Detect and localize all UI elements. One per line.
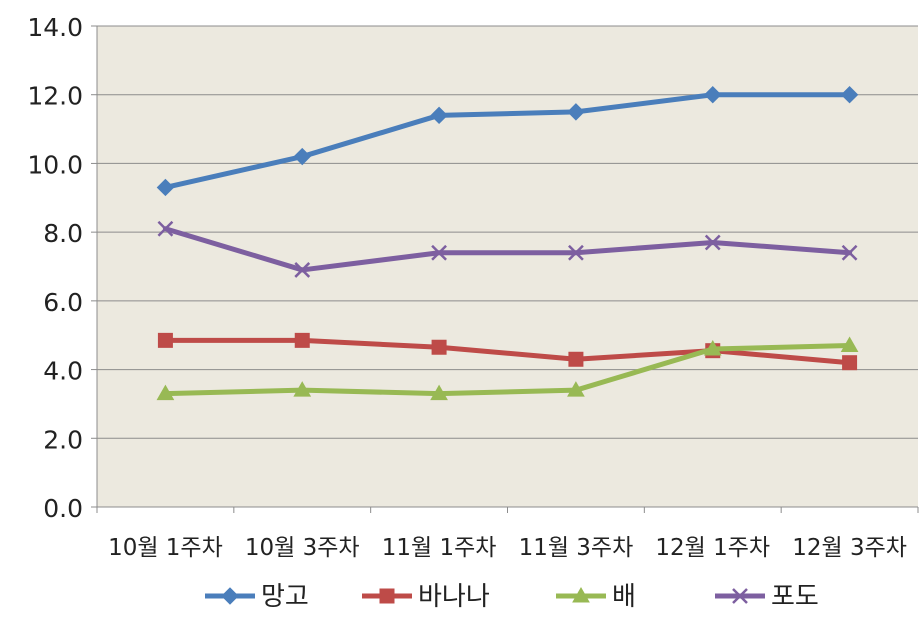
data-point: [840, 336, 859, 353]
data-point: [156, 384, 175, 401]
x-tick-label: 12월 3주차: [792, 535, 907, 561]
legend-marker: [221, 587, 239, 605]
x-tick-label: 11월 1주차: [382, 535, 497, 561]
legend-label: 포도: [771, 582, 819, 612]
legend-label: 바나나: [418, 582, 490, 612]
x-tick-label: 10월 1주차: [108, 535, 223, 561]
legend-label: 배: [612, 582, 636, 612]
y-tick-label: 14.0: [27, 13, 83, 42]
data-point: [431, 244, 447, 261]
y-tick-label: 2.0: [43, 425, 83, 454]
y-tick-label: 8.0: [43, 219, 83, 248]
x-tick-label: 12월 1주차: [655, 535, 770, 561]
legend-label: 망고: [261, 582, 309, 612]
plot-area: [97, 26, 918, 507]
legend-marker: [572, 586, 590, 603]
data-point: [567, 381, 585, 397]
x-tick-label: 11월 3주차: [519, 535, 634, 561]
y-tick-label: 10.0: [27, 150, 83, 179]
y-tick-label: 0.0: [43, 494, 83, 523]
data-point: [294, 262, 311, 278]
data-point: [430, 106, 448, 125]
series-line-1: [162, 92, 853, 190]
data-point: [293, 381, 312, 397]
data-point: [568, 244, 584, 261]
data-point: [157, 220, 174, 237]
data-point: [703, 339, 722, 356]
x-tick-label: 10월 3주차: [245, 535, 360, 561]
series-line-4: [162, 226, 853, 273]
data-point: [842, 355, 858, 371]
series-line-3: [162, 343, 853, 397]
y-tick-label: 12.0: [27, 82, 83, 111]
legend-marker: [379, 588, 395, 604]
data-point: [294, 332, 310, 348]
data-point: [157, 332, 173, 348]
data-point: [704, 86, 722, 104]
data-point: [156, 178, 175, 197]
series-line-2: [162, 337, 853, 366]
data-point: [840, 86, 859, 104]
y-tick-label: 6.0: [43, 288, 83, 317]
data-point: [293, 147, 311, 166]
data-point: [430, 384, 448, 401]
data-point: [704, 234, 721, 251]
data-point: [841, 244, 858, 261]
data-point: [568, 351, 584, 367]
data-point: [431, 339, 447, 355]
legend-marker: [732, 588, 748, 604]
y-tick-label: 4.0: [43, 357, 83, 386]
data-point: [567, 103, 585, 121]
